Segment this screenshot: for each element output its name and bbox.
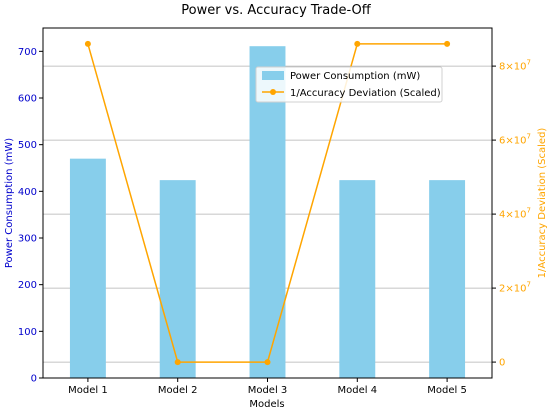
x-tick-label-3: Model 3 [248,385,288,396]
y-right-tick-label-2: 4×107 [499,207,531,221]
bar-2 [159,180,196,378]
y-axis-right-label: 1/Accuracy Deviation (Scaled) [537,128,548,279]
y-left-tick-label-5: 500 [18,140,37,151]
line-layer [84,40,451,366]
y-left-tick-label-4: 400 [18,187,37,198]
legend-label-power: Power Consumption (mW) [290,71,420,82]
bar-5 [429,180,466,378]
x-axis-label: Models [249,399,284,410]
y-left-tick-label-6: 600 [18,94,37,105]
legend-swatch-accuracy-marker [270,89,276,95]
legend-box [255,66,443,103]
accuracy-point-1 [84,40,91,47]
x-tick-label-2: Model 2 [158,385,198,396]
y-right-tick-label-0: 0 [499,358,505,369]
accuracy-point-5 [444,40,451,47]
legend: Power Consumption (mW) 1/Accuracy Deviat… [255,66,443,103]
y-left-tick-label-0: 0 [31,374,37,385]
y-left-tick-label-1: 100 [18,327,37,338]
x-tick-label-4: Model 4 [338,385,378,396]
y-left-tick-label-2: 200 [18,280,37,291]
x-tick-label-1: Model 1 [68,385,108,396]
y-left-tick-label-3: 300 [18,234,37,245]
accuracy-point-3 [264,359,271,366]
y-right-tick-label-1: 2×107 [499,281,531,295]
y-right-tick-label-3: 6×107 [499,133,531,147]
axis-layer: Model 1 Model 2 Model 3 Model 4 Model 5 0 100 2… [18,47,531,396]
legend-swatch-power [262,71,284,80]
accuracy-point-4 [354,40,361,47]
legend-label-accuracy: 1/Accuracy Deviation (Scaled) [290,88,441,99]
x-tick-label-5: Model 5 [427,385,467,396]
bar-layer [69,46,466,378]
chart-title: Power vs. Accuracy Trade-Off [181,3,372,18]
y-right-tick-label-4: 8×107 [499,59,531,73]
y-axis-left-label: Power Consumption (mW) [4,138,15,268]
accuracy-point-2 [174,359,181,366]
y-left-tick-label-7: 700 [18,47,37,58]
bar-4 [339,180,376,378]
bar-1 [69,158,106,378]
